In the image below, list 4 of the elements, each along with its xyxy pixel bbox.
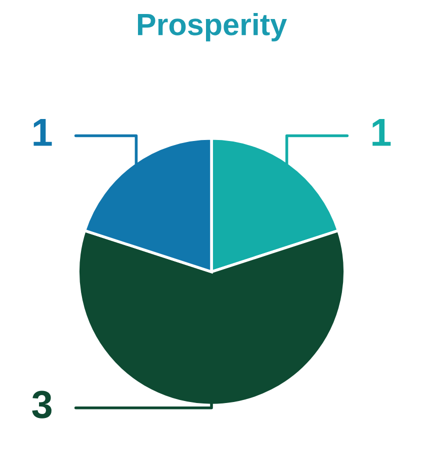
chart-title: Prosperity [138,12,287,42]
data-label: 1 [34,119,52,146]
data-label: 3 [32,390,52,418]
data-label: 1 [372,119,391,146]
